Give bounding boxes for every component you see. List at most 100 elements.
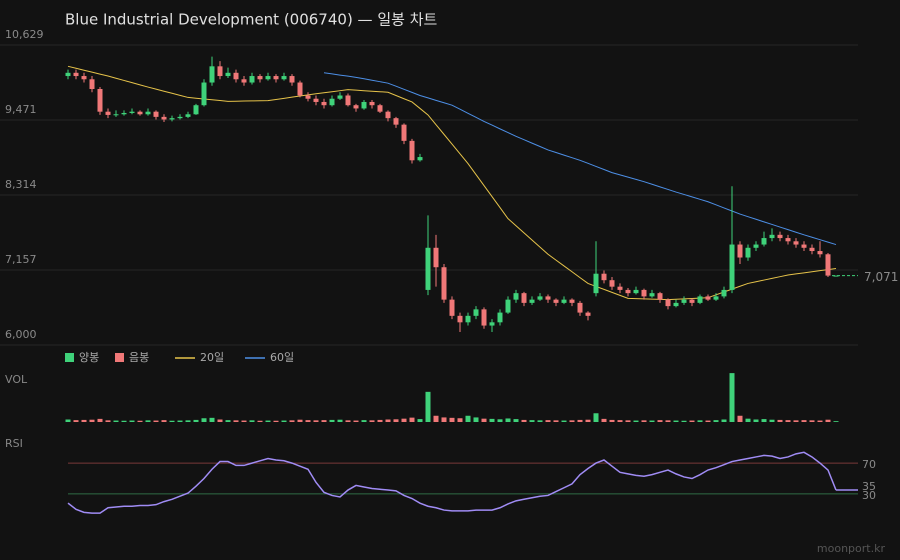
volume-bar [585,419,591,422]
candle-body [257,76,263,80]
volume-bar [385,419,391,422]
volume-bar [425,391,431,422]
volume-bar [313,420,319,422]
volume-bar [241,420,247,422]
volume-bar [329,419,335,422]
volume-bar [129,420,135,422]
candle-body [713,296,719,300]
candle-body [289,76,295,83]
candle-body [497,312,503,323]
y-tick-label: 9,471 [5,103,37,116]
volume-bar [177,420,183,422]
candle-body [329,98,335,106]
candle-body [657,293,663,300]
candle-body [569,299,575,303]
volume-bar [345,420,351,422]
volume-bar [593,413,599,422]
volume-bar [641,420,647,422]
candle-body [513,293,519,300]
volume-bar [417,419,423,422]
candle-body [833,275,839,277]
volume-bar [121,420,127,422]
candle-body [577,302,583,313]
volume-bar [257,420,263,422]
volume-bar [321,420,327,422]
candle-body [801,244,807,248]
volume-bar [73,420,79,422]
volume-bar [209,417,215,422]
candle-body [641,289,647,297]
volume-bar [801,420,807,422]
candle-body [489,322,495,326]
volume-bar [217,419,223,422]
volume-bar [817,420,823,422]
volume-bar [833,421,839,422]
volume-bar [457,418,463,422]
candle-body [689,299,695,303]
candle-body [217,66,223,77]
watermark: moonport.kr [817,542,886,555]
candle-body [505,299,511,313]
candle-body [145,111,151,115]
rsi-title: RSI [5,437,23,450]
candle-body [297,82,303,96]
candle-body [465,315,471,323]
volume-bar [281,420,287,422]
candle-body [521,293,527,303]
volume-bar [665,420,671,422]
volume-bar [113,420,119,422]
candle-body [113,114,119,116]
candle-body [97,89,103,112]
candle-body [729,244,735,290]
volume-bar [193,419,199,422]
candle-body [225,72,231,77]
volume-bar [809,420,815,422]
volume-bar [441,417,447,422]
volume-bar [273,420,279,422]
volume-bar [769,419,775,422]
volume-bar [785,420,791,422]
candle-body [665,299,671,307]
candle-body [817,251,823,255]
volume-bar [601,418,607,422]
candle-body [313,98,319,102]
candle-body [393,118,399,125]
volume-bar [97,418,103,422]
candle-body [737,244,743,258]
candle-body [185,114,191,117]
volume-bar [673,420,679,422]
candle-body [745,247,751,258]
volume-bar [449,417,455,422]
candle-body [401,124,407,141]
volume-bar [401,418,407,422]
volume-bar [433,415,439,422]
candle-body [697,296,703,303]
volume-bar [169,420,175,422]
volume-bar [753,419,759,422]
volume-bar [713,420,719,422]
volume-bar [369,420,375,422]
candle-body [233,72,239,80]
candle-body [441,267,447,300]
chart-title: Blue Industrial Development (006740) — 일… [65,11,437,29]
candle-body [793,241,799,245]
candle-body [241,79,247,83]
volume-bar [105,420,111,422]
volume-bar [633,420,639,422]
candle-body [825,254,831,276]
candle-body [201,82,207,106]
volume-bar [265,420,271,422]
volume-bar [145,420,151,422]
candle-body [377,105,383,112]
candle-body [753,244,759,248]
volume-bar [185,420,191,422]
candle-body [769,234,775,239]
volume-bar [337,419,343,422]
volume-bar [521,419,527,422]
legend-swatch [65,353,74,362]
volume-bar [825,419,831,422]
volume-bar [625,420,631,422]
candle-body [369,101,375,106]
volume-bar [545,420,551,422]
